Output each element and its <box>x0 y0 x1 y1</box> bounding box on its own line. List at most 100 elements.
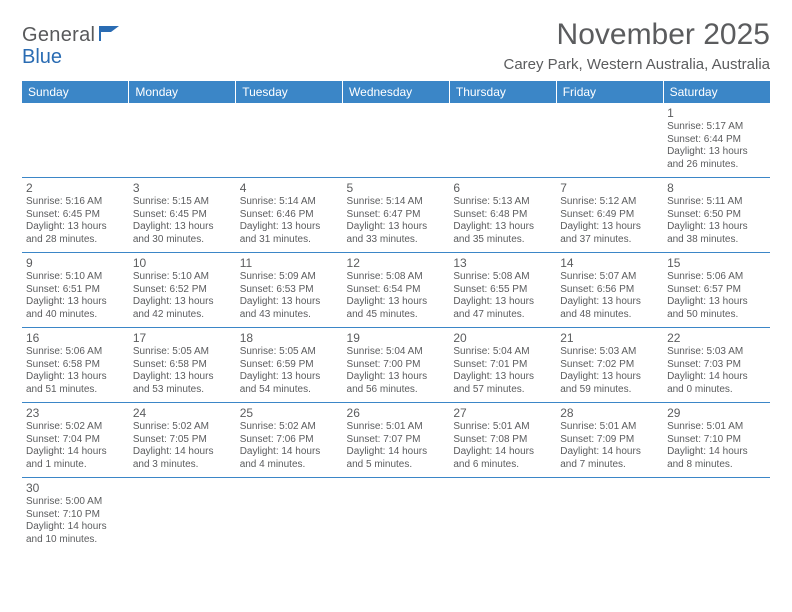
calendar-cell <box>663 478 770 553</box>
day-info: Sunrise: 5:04 AMSunset: 7:01 PMDaylight:… <box>453 346 552 396</box>
day-header: Monday <box>129 81 236 103</box>
day-number: 29 <box>667 406 766 420</box>
day-info: Sunrise: 5:14 AMSunset: 6:46 PMDaylight:… <box>240 196 339 246</box>
calendar-cell <box>236 478 343 553</box>
day-info: Sunrise: 5:15 AMSunset: 6:45 PMDaylight:… <box>133 196 232 246</box>
day-number: 22 <box>667 331 766 345</box>
calendar-cell <box>343 478 450 553</box>
day-number: 4 <box>240 181 339 195</box>
day-number: 14 <box>560 256 659 270</box>
calendar-cell: 11Sunrise: 5:09 AMSunset: 6:53 PMDayligh… <box>236 253 343 328</box>
day-info: Sunrise: 5:02 AMSunset: 7:05 PMDaylight:… <box>133 421 232 471</box>
calendar-cell: 10Sunrise: 5:10 AMSunset: 6:52 PMDayligh… <box>129 253 236 328</box>
day-info: Sunrise: 5:10 AMSunset: 6:52 PMDaylight:… <box>133 271 232 321</box>
calendar-cell: 29Sunrise: 5:01 AMSunset: 7:10 PMDayligh… <box>663 403 770 478</box>
day-info: Sunrise: 5:12 AMSunset: 6:49 PMDaylight:… <box>560 196 659 246</box>
calendar-cell: 25Sunrise: 5:02 AMSunset: 7:06 PMDayligh… <box>236 403 343 478</box>
flag-icon <box>99 24 125 47</box>
calendar-cell: 13Sunrise: 5:08 AMSunset: 6:55 PMDayligh… <box>449 253 556 328</box>
calendar-cell: 26Sunrise: 5:01 AMSunset: 7:07 PMDayligh… <box>343 403 450 478</box>
day-number: 21 <box>560 331 659 345</box>
day-info: Sunrise: 5:17 AMSunset: 6:44 PMDaylight:… <box>667 121 766 171</box>
calendar-week: 30Sunrise: 5:00 AMSunset: 7:10 PMDayligh… <box>22 478 770 553</box>
calendar-cell <box>22 103 129 178</box>
day-header: Thursday <box>449 81 556 103</box>
calendar-cell <box>449 103 556 178</box>
calendar-table: SundayMondayTuesdayWednesdayThursdayFrid… <box>22 81 770 552</box>
day-info: Sunrise: 5:02 AMSunset: 7:06 PMDaylight:… <box>240 421 339 471</box>
day-info: Sunrise: 5:03 AMSunset: 7:03 PMDaylight:… <box>667 346 766 396</box>
day-info: Sunrise: 5:06 AMSunset: 6:57 PMDaylight:… <box>667 271 766 321</box>
calendar-cell: 8Sunrise: 5:11 AMSunset: 6:50 PMDaylight… <box>663 178 770 253</box>
day-number: 27 <box>453 406 552 420</box>
day-header: Wednesday <box>343 81 450 103</box>
day-number: 24 <box>133 406 232 420</box>
day-number: 15 <box>667 256 766 270</box>
calendar-week: 2Sunrise: 5:16 AMSunset: 6:45 PMDaylight… <box>22 178 770 253</box>
location-label: Carey Park, Western Australia, Australia <box>504 56 771 73</box>
day-header: Friday <box>556 81 663 103</box>
day-number: 20 <box>453 331 552 345</box>
calendar-cell: 30Sunrise: 5:00 AMSunset: 7:10 PMDayligh… <box>22 478 129 553</box>
calendar-cell: 18Sunrise: 5:05 AMSunset: 6:59 PMDayligh… <box>236 328 343 403</box>
calendar-cell: 15Sunrise: 5:06 AMSunset: 6:57 PMDayligh… <box>663 253 770 328</box>
day-number: 13 <box>453 256 552 270</box>
calendar-week: 16Sunrise: 5:06 AMSunset: 6:58 PMDayligh… <box>22 328 770 403</box>
calendar-body: 1Sunrise: 5:17 AMSunset: 6:44 PMDaylight… <box>22 103 770 552</box>
day-info: Sunrise: 5:08 AMSunset: 6:55 PMDaylight:… <box>453 271 552 321</box>
calendar-cell: 5Sunrise: 5:14 AMSunset: 6:47 PMDaylight… <box>343 178 450 253</box>
calendar-cell: 1Sunrise: 5:17 AMSunset: 6:44 PMDaylight… <box>663 103 770 178</box>
day-info: Sunrise: 5:02 AMSunset: 7:04 PMDaylight:… <box>26 421 125 471</box>
day-header: Tuesday <box>236 81 343 103</box>
day-info: Sunrise: 5:11 AMSunset: 6:50 PMDaylight:… <box>667 196 766 246</box>
day-number: 25 <box>240 406 339 420</box>
day-number: 11 <box>240 256 339 270</box>
day-info: Sunrise: 5:14 AMSunset: 6:47 PMDaylight:… <box>347 196 446 246</box>
calendar-cell: 2Sunrise: 5:16 AMSunset: 6:45 PMDaylight… <box>22 178 129 253</box>
day-number: 10 <box>133 256 232 270</box>
calendar-cell: 9Sunrise: 5:10 AMSunset: 6:51 PMDaylight… <box>22 253 129 328</box>
calendar-cell: 23Sunrise: 5:02 AMSunset: 7:04 PMDayligh… <box>22 403 129 478</box>
day-number: 26 <box>347 406 446 420</box>
day-info: Sunrise: 5:16 AMSunset: 6:45 PMDaylight:… <box>26 196 125 246</box>
day-info: Sunrise: 5:06 AMSunset: 6:58 PMDaylight:… <box>26 346 125 396</box>
calendar-cell <box>556 103 663 178</box>
day-number: 6 <box>453 181 552 195</box>
brand-logo: General <box>22 18 127 47</box>
calendar-cell <box>449 478 556 553</box>
calendar-cell: 17Sunrise: 5:05 AMSunset: 6:58 PMDayligh… <box>129 328 236 403</box>
day-info: Sunrise: 5:01 AMSunset: 7:07 PMDaylight:… <box>347 421 446 471</box>
day-number: 19 <box>347 331 446 345</box>
calendar-cell: 3Sunrise: 5:15 AMSunset: 6:45 PMDaylight… <box>129 178 236 253</box>
calendar-cell: 19Sunrise: 5:04 AMSunset: 7:00 PMDayligh… <box>343 328 450 403</box>
month-title: November 2025 <box>504 18 771 52</box>
calendar-cell: 6Sunrise: 5:13 AMSunset: 6:48 PMDaylight… <box>449 178 556 253</box>
day-number: 7 <box>560 181 659 195</box>
calendar-cell <box>556 478 663 553</box>
calendar-cell: 20Sunrise: 5:04 AMSunset: 7:01 PMDayligh… <box>449 328 556 403</box>
day-info: Sunrise: 5:04 AMSunset: 7:00 PMDaylight:… <box>347 346 446 396</box>
day-info: Sunrise: 5:10 AMSunset: 6:51 PMDaylight:… <box>26 271 125 321</box>
day-number: 16 <box>26 331 125 345</box>
calendar-cell: 16Sunrise: 5:06 AMSunset: 6:58 PMDayligh… <box>22 328 129 403</box>
day-number: 12 <box>347 256 446 270</box>
day-number: 17 <box>133 331 232 345</box>
calendar-cell <box>236 103 343 178</box>
calendar-cell: 14Sunrise: 5:07 AMSunset: 6:56 PMDayligh… <box>556 253 663 328</box>
page-header: General November 2025 Carey Park, Wester… <box>22 18 770 73</box>
calendar-cell <box>129 103 236 178</box>
title-block: November 2025 Carey Park, Western Austra… <box>504 18 771 73</box>
day-info: Sunrise: 5:13 AMSunset: 6:48 PMDaylight:… <box>453 196 552 246</box>
day-number: 30 <box>26 481 125 495</box>
calendar-cell: 12Sunrise: 5:08 AMSunset: 6:54 PMDayligh… <box>343 253 450 328</box>
day-number: 9 <box>26 256 125 270</box>
day-number: 1 <box>667 106 766 120</box>
day-info: Sunrise: 5:05 AMSunset: 6:58 PMDaylight:… <box>133 346 232 396</box>
day-number: 8 <box>667 181 766 195</box>
brand-part1: General <box>22 24 95 47</box>
day-number: 28 <box>560 406 659 420</box>
day-info: Sunrise: 5:01 AMSunset: 7:08 PMDaylight:… <box>453 421 552 471</box>
calendar-cell: 28Sunrise: 5:01 AMSunset: 7:09 PMDayligh… <box>556 403 663 478</box>
day-number: 23 <box>26 406 125 420</box>
day-info: Sunrise: 5:05 AMSunset: 6:59 PMDaylight:… <box>240 346 339 396</box>
